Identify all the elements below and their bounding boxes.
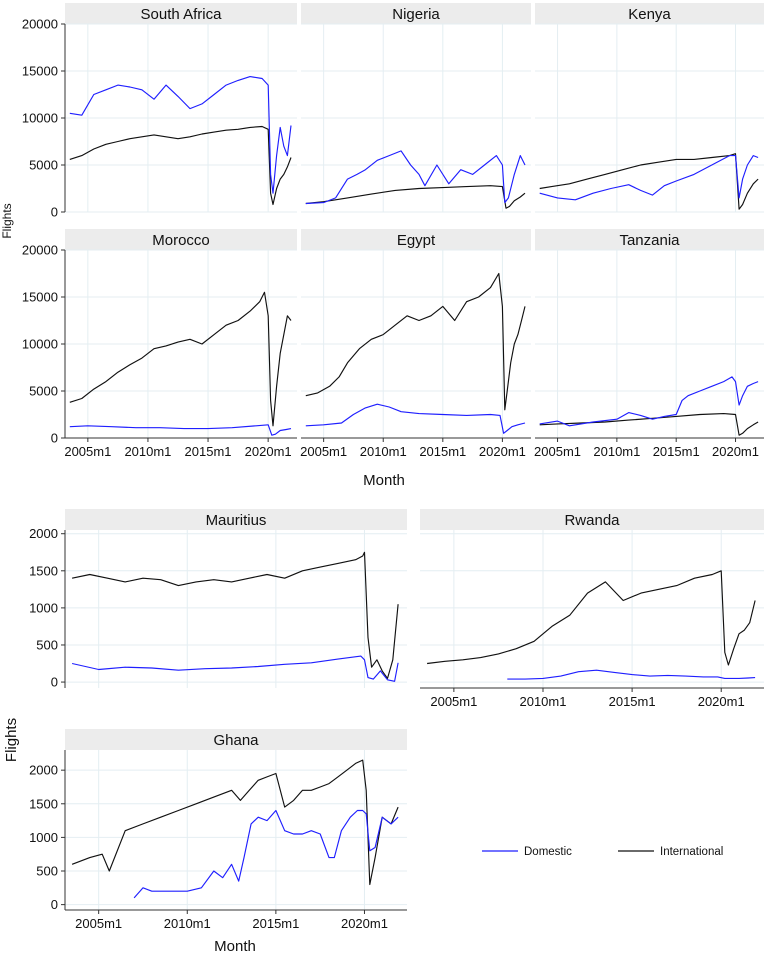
panel-south-africa: South Africa 0 5000 10000 15000 20000 xyxy=(22,3,297,220)
x-tick-label: 2010m1 xyxy=(124,444,171,459)
y-tick-label: 20000 xyxy=(22,17,58,32)
panel-title-egypt: Egypt xyxy=(397,232,436,249)
y-tick-label: 10000 xyxy=(22,337,58,352)
plot-area-ghana xyxy=(65,750,407,910)
series-line-domestic-ghana xyxy=(133,809,399,899)
panel-header-ghana xyxy=(65,729,407,750)
series-line-international-south-africa xyxy=(69,125,292,206)
series-line-international-egypt xyxy=(305,272,526,411)
y-tick-label: 0 xyxy=(51,205,58,220)
panel-title-south-africa: South Africa xyxy=(141,6,223,23)
series-line-international-mauritius xyxy=(71,551,399,679)
x-tick-label: 2010m1 xyxy=(164,916,211,931)
panel-title-mauritius: Mauritius xyxy=(206,512,267,529)
y-tick-label: 20000 xyxy=(22,243,58,258)
top-x-axis-title: Month xyxy=(363,472,405,489)
panel-morocco: Morocco 0 5000 10000 15000 20000 2005m1 2010m1 2… xyxy=(22,229,297,459)
panel-header-mauritius xyxy=(65,509,407,530)
x-tick-label: 2015m1 xyxy=(419,444,466,459)
series-line-domestic-south-africa xyxy=(69,76,292,194)
legend: Domestic International xyxy=(482,846,723,858)
x-tick-label: 2020m1 xyxy=(245,444,292,459)
y-tick-label: 0 xyxy=(51,675,58,690)
panel-title-ghana: Ghana xyxy=(213,732,259,749)
x-tick-label: 2010m1 xyxy=(360,444,407,459)
panel-egypt: Egypt 2005m1 2010m1 2015m1 2020m1 xyxy=(300,229,531,459)
y-tick-label: 5000 xyxy=(29,384,58,399)
y-tick-label: 5000 xyxy=(29,158,58,173)
x-tick-label: 2015m1 xyxy=(185,444,232,459)
panel-title-nigeria: Nigeria xyxy=(392,6,440,23)
series-line-international-ghana xyxy=(71,759,399,886)
series-line-domestic-kenya xyxy=(539,155,759,201)
panel-tanzania: Tanzania 2005m1 2010m1 2015m1 2020m1 xyxy=(534,229,764,459)
panel-title-morocco: Morocco xyxy=(152,232,210,249)
panel-title-kenya: Kenya xyxy=(628,6,671,23)
panel-mauritius: Mauritius 0 500 1000 1500 2000 xyxy=(29,509,407,690)
y-tick-label: 2000 xyxy=(29,526,58,541)
legend-domestic-label: Domestic xyxy=(524,846,572,858)
top-y-axis-title: Flights xyxy=(0,203,14,238)
y-tick-label: 15000 xyxy=(22,290,58,305)
panel-header-tanzania xyxy=(535,229,764,250)
series-line-international-nigeria xyxy=(305,185,526,209)
series-line-domestic-rwanda xyxy=(507,669,756,680)
y-tick-label: 1000 xyxy=(29,600,58,615)
series-line-domestic-mauritius xyxy=(71,655,399,682)
x-tick-label: 2020m1 xyxy=(712,444,759,459)
plot-area-mauritius xyxy=(65,530,407,688)
series-line-domestic-tanzania xyxy=(539,376,759,427)
panel-header-morocco xyxy=(65,229,297,250)
bottom-y-axis-title: Flights xyxy=(3,718,20,762)
x-tick-label: 2005m1 xyxy=(64,444,111,459)
y-tick-label: 1500 xyxy=(29,563,58,578)
panel-header-kenya xyxy=(535,3,764,24)
panel-title-rwanda: Rwanda xyxy=(564,512,620,529)
panel-kenya: Kenya xyxy=(535,3,764,213)
panel-header-south-africa xyxy=(65,3,297,24)
x-tick-label: 2020m1 xyxy=(698,694,745,709)
legend-international-label: International xyxy=(660,846,723,858)
panel-header-nigeria xyxy=(301,3,531,24)
y-tick-label: 0 xyxy=(51,897,58,912)
x-tick-label: 2010m1 xyxy=(593,444,640,459)
panel-header-egypt xyxy=(301,229,531,250)
y-tick-label: 1500 xyxy=(29,796,58,811)
series-line-international-rwanda xyxy=(427,570,756,666)
panel-rwanda: Rwanda 2005m1 2010m1 2015m1 2020m1 xyxy=(420,509,764,709)
x-tick-label: 2020m1 xyxy=(479,444,526,459)
y-tick-label: 15000 xyxy=(22,64,58,79)
series-line-domestic-nigeria xyxy=(305,150,526,205)
x-tick-label: 2005m1 xyxy=(300,444,347,459)
x-tick-label: 2005m1 xyxy=(75,916,122,931)
panel-ghana: Ghana 0 500 1000 1500 2000 2005m1 2010m1 2015m1 2… xyxy=(29,729,407,931)
x-tick-label: 2020m1 xyxy=(341,916,388,931)
y-tick-label: 1000 xyxy=(29,830,58,845)
y-tick-label: 0 xyxy=(51,431,58,446)
x-tick-label: 2015m1 xyxy=(653,444,700,459)
series-line-domestic-morocco xyxy=(69,424,292,436)
x-tick-label: 2005m1 xyxy=(534,444,581,459)
y-tick-label: 10000 xyxy=(22,111,58,126)
series-line-international-kenya xyxy=(539,153,759,210)
x-tick-label: 2010m1 xyxy=(519,694,566,709)
y-tick-label: 500 xyxy=(36,637,58,652)
series-line-international-morocco xyxy=(69,291,292,427)
x-tick-label: 2005m1 xyxy=(430,694,477,709)
y-tick-label: 2000 xyxy=(29,763,58,778)
panel-header-rwanda xyxy=(420,509,764,530)
series-line-domestic-egypt xyxy=(305,403,526,434)
panel-title-tanzania: Tanzania xyxy=(619,232,680,249)
panel-nigeria: Nigeria xyxy=(301,3,531,213)
bottom-x-axis-title: Month xyxy=(214,938,256,955)
x-tick-label: 2015m1 xyxy=(252,916,299,931)
x-tick-label: 2015m1 xyxy=(609,694,656,709)
plot-area-rwanda xyxy=(420,530,764,688)
y-tick-label: 500 xyxy=(36,864,58,879)
